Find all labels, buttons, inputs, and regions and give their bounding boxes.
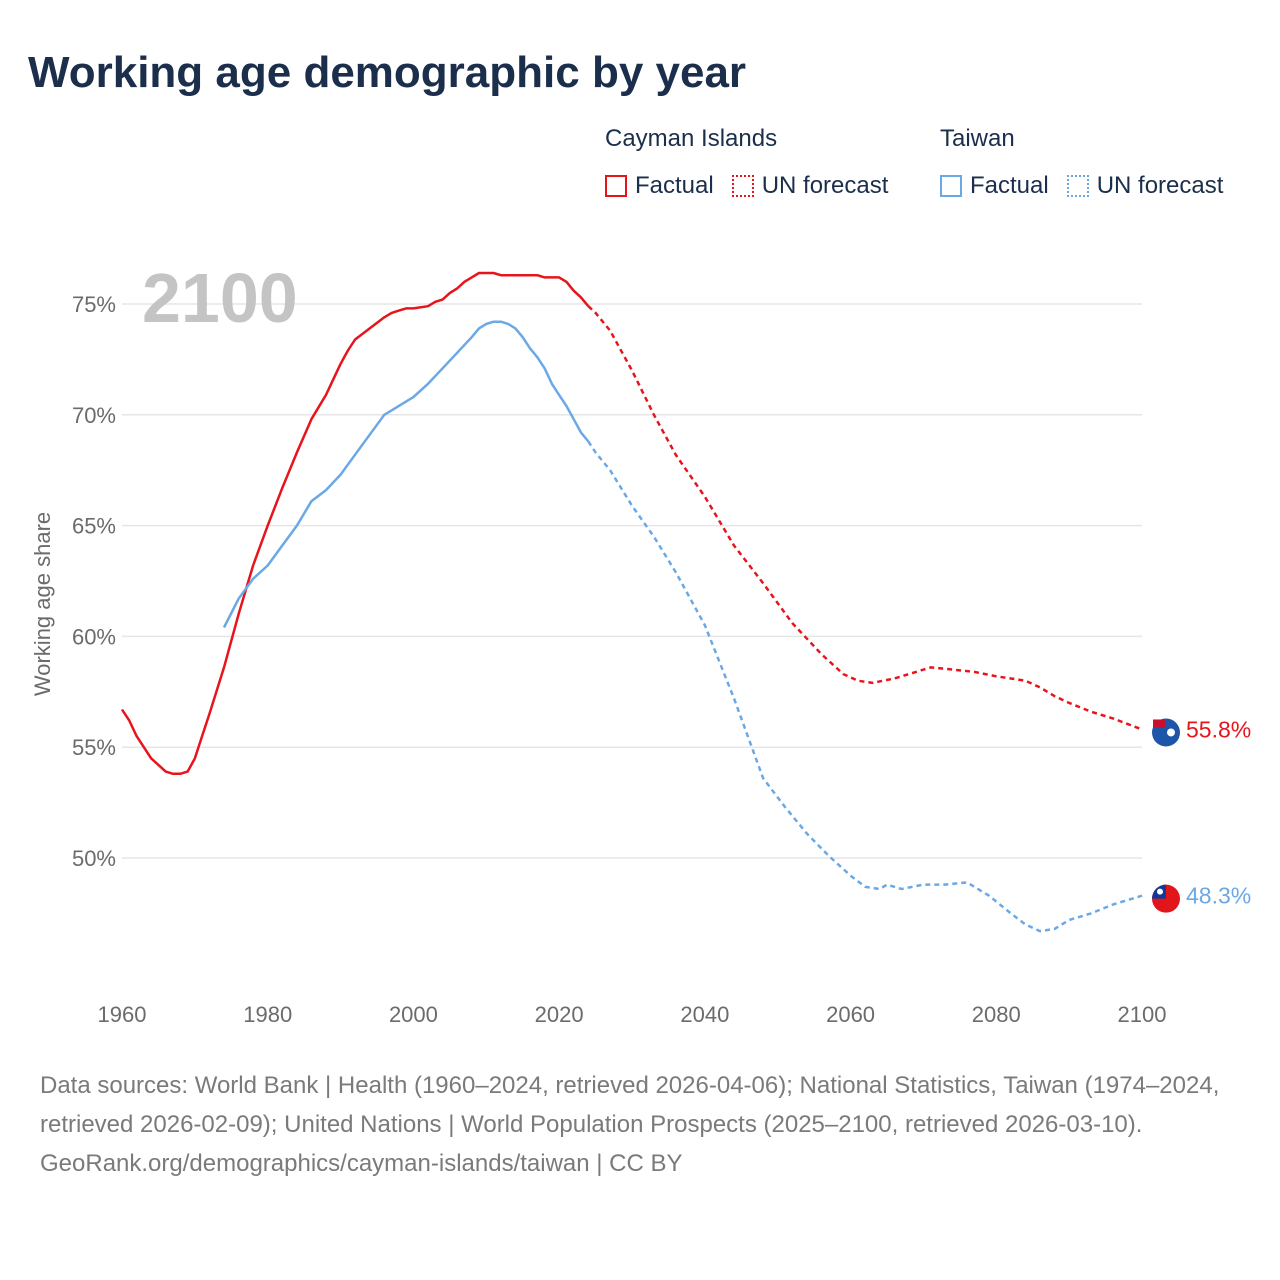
x-tick-label: 2020 <box>535 1002 584 1027</box>
y-tick-label: 55% <box>72 735 116 760</box>
legend-item-cayman-factual[interactable]: Factual <box>605 172 714 200</box>
y-tick-label: 75% <box>72 292 116 317</box>
legend-swatch-solid <box>940 175 962 197</box>
legend-item-label: UN forecast <box>761 172 889 199</box>
chart-title: Working age demographic by year <box>28 48 747 97</box>
taiwan-factual-line <box>222 320 590 629</box>
taiwan-flag-sun <box>1157 888 1163 895</box>
y-tick-label: 70% <box>72 403 116 428</box>
legend-group-name: Cayman Islands <box>605 125 778 152</box>
footer: Data sources: World Bank | Health (1960–… <box>40 1066 1250 1183</box>
cayman-forecast-line <box>587 305 1143 731</box>
x-tick-label: 2060 <box>826 1002 875 1027</box>
legend-group-name: Taiwan <box>940 125 1015 152</box>
line-chart: 50% 55% 60% 65% 70% 75% 1960 1980 2000 2020 2040 20… <box>30 259 1251 1027</box>
legend-item-label: Factual <box>635 172 714 199</box>
legend-item-taiwan-forecast[interactable]: UN forecast <box>1066 172 1224 200</box>
legend-item-cayman-forecast[interactable]: UN forecast <box>731 172 889 200</box>
cayman-factual-line <box>120 271 590 776</box>
cayman-end-label: 55.8% <box>1186 716 1251 742</box>
x-tick-label: 2000 <box>389 1002 438 1027</box>
legend-swatch-dotted <box>1066 175 1089 197</box>
legend-item-label: UN forecast <box>1096 172 1224 199</box>
year-label: 2100 <box>142 259 298 337</box>
x-tick-label: 2080 <box>972 1002 1021 1027</box>
legend-swatch-solid <box>605 175 627 197</box>
cayman-flag-union-jack <box>1153 719 1165 728</box>
y-tick-label: 60% <box>72 624 116 649</box>
data-sources: Data sources: World Bank | Health (1960–… <box>40 1072 1220 1138</box>
y-axis-label: Working age share <box>30 512 55 696</box>
credit-line[interactable]: GeoRank.org/demographics/cayman-islands/… <box>40 1150 683 1177</box>
y-tick-label: 50% <box>72 846 116 871</box>
legend-group-cayman: Cayman Islands Factual UN forecast <box>605 124 906 206</box>
legend-item-taiwan-factual[interactable]: Factual <box>940 172 1049 200</box>
legend-group-taiwan: Taiwan Factual UN forecast <box>940 124 1223 206</box>
x-tick-label: 2040 <box>680 1002 729 1027</box>
legend-swatch-dotted <box>731 175 754 197</box>
x-tick-label: 1960 <box>98 1002 147 1027</box>
y-tick-label: 65% <box>72 514 116 539</box>
legend-item-label: Factual <box>970 172 1049 199</box>
x-tick-label: 2100 <box>1118 1002 1167 1027</box>
taiwan-end-label: 48.3% <box>1186 883 1251 909</box>
cayman-flag-crest <box>1167 728 1175 737</box>
x-tick-label: 1980 <box>243 1002 292 1027</box>
